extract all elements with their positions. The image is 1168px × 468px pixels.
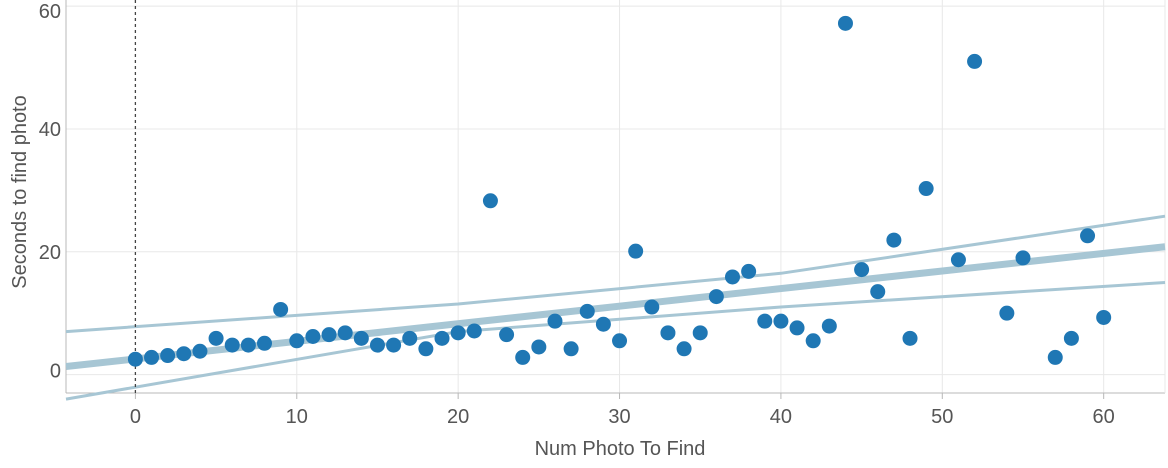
data-point [837,15,853,31]
x-tick-label: 40 [770,406,792,428]
data-point [950,252,966,268]
data-point [870,284,886,300]
data-point [224,337,240,353]
data-point [273,301,289,317]
x-tick-label: 50 [931,406,953,428]
x-tick-label: 20 [447,406,469,428]
y-tick-label: 60 [39,1,61,23]
points-layer [127,15,1112,367]
data-point [531,339,547,355]
data-point [563,341,579,357]
axis-layer [65,0,1166,399]
data-point [676,341,692,357]
data-point [773,313,789,329]
labels-layer: 0 10 20 30 40 50 60 0 20 40 60 [39,1,1115,428]
data-point [499,327,515,343]
data-point [515,349,531,365]
trend-layer [65,214,1166,401]
data-point [337,325,353,341]
data-point [256,335,272,351]
data-point [386,337,402,353]
data-point [1080,228,1096,244]
data-point [208,330,224,346]
data-point [999,305,1015,321]
data-point [144,349,160,365]
data-point [660,325,676,341]
x-tick-label: 10 [286,406,308,428]
x-tick-label: 30 [608,406,630,428]
y-tick-label: 40 [39,119,61,141]
data-point [741,263,757,279]
data-point [418,341,434,357]
y-axis-title: Seconds to find photo [9,95,31,288]
data-point [918,181,934,197]
data-point [595,316,611,332]
data-point [1047,349,1063,365]
data-point [789,320,805,336]
data-point [708,289,724,305]
data-point [579,303,595,319]
data-point [1096,309,1112,325]
data-point [240,337,256,353]
data-point [321,327,337,343]
data-point [1063,330,1079,346]
data-point [902,330,918,346]
data-point [192,343,208,359]
data-point [854,262,870,278]
data-point [466,323,482,339]
data-point [967,53,983,69]
data-point [612,333,628,349]
data-point [1015,250,1031,266]
data-point [353,330,369,346]
data-point [644,299,660,315]
data-point [692,325,708,341]
data-point [289,333,305,349]
data-point [482,193,498,209]
upper-confidence-band [65,214,1166,334]
data-point [628,243,644,259]
data-point [547,313,563,329]
data-point [450,325,466,341]
data-point [369,337,385,353]
data-point [402,330,418,346]
grid-layer [66,0,1165,393]
x-axis-title: Num Photo To Find [535,438,706,460]
x-tick-label: 60 [1093,406,1115,428]
lower-confidence-band [65,281,1166,401]
data-point [127,351,143,367]
data-point [160,348,176,364]
data-point [886,232,902,248]
y-tick-label: 20 [39,242,61,264]
data-point [305,329,321,345]
x-tick-label: 0 [130,406,141,428]
data-point [821,318,837,334]
data-point [757,313,773,329]
data-point [805,333,821,349]
data-point [176,346,192,362]
y-tick-label: 0 [50,361,61,383]
data-point [434,330,450,346]
data-point [725,269,741,285]
